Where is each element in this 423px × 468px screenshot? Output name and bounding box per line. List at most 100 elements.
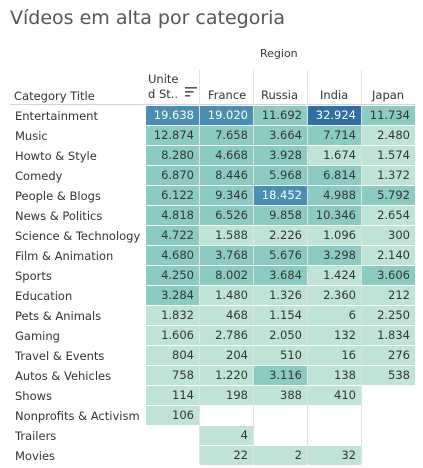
heatmap-cell-japan[interactable]: 2.480: [362, 126, 415, 145]
heatmap-cell-france[interactable]: 1.220: [200, 366, 253, 385]
heatmap-cell-france[interactable]: 6.526: [200, 206, 253, 225]
heatmap-cell-russia[interactable]: 388: [254, 386, 307, 405]
col-header-russia[interactable]: Russia: [261, 88, 298, 103]
heatmap-cell-india[interactable]: 1.424: [308, 266, 361, 285]
heatmap-cell-france[interactable]: 198: [200, 386, 253, 405]
category-label[interactable]: Film & Animation: [15, 246, 113, 266]
category-label[interactable]: Trailers: [15, 426, 56, 446]
category-label[interactable]: Howto & Style: [15, 146, 97, 166]
heatmap-cell-united-states[interactable]: 12.874: [146, 126, 199, 145]
col-header-japan[interactable]: Japan: [372, 88, 404, 103]
heatmap-cell-france[interactable]: 4: [200, 426, 253, 445]
heatmap-cell-france[interactable]: 7.658: [200, 126, 253, 145]
table-row[interactable]: Travel & Events 804 204 510 16 276: [0, 346, 423, 366]
heatmap-cell-japan[interactable]: 276: [362, 346, 415, 365]
heatmap-cell-india[interactable]: 1.674: [308, 146, 361, 165]
heatmap-cell-japan[interactable]: 11.734: [362, 106, 415, 125]
category-label[interactable]: Gaming: [15, 326, 60, 346]
table-row[interactable]: Autos & Vehicles 758 1.220 3.116 138 538: [0, 366, 423, 386]
heatmap-cell-japan[interactable]: 2.654: [362, 206, 415, 225]
heatmap-cell-india[interactable]: 32: [308, 446, 361, 465]
heatmap-cell-france[interactable]: 4.668: [200, 146, 253, 165]
heatmap-cell-india[interactable]: 16: [308, 346, 361, 365]
heatmap-cell-united-states[interactable]: 4.680: [146, 246, 199, 265]
category-label[interactable]: Autos & Vehicles: [15, 366, 111, 386]
heatmap-cell-russia[interactable]: 9.858: [254, 206, 307, 225]
heatmap-cell-france[interactable]: 19.020: [200, 106, 253, 125]
table-row[interactable]: Gaming 1.606 2.786 2.050 132 1.834: [0, 326, 423, 346]
category-label[interactable]: Pets & Animals: [15, 306, 101, 326]
sort-descending-icon[interactable]: [185, 86, 197, 98]
category-label[interactable]: Comedy: [15, 166, 62, 186]
table-row[interactable]: Nonprofits & Activism 106: [0, 406, 423, 426]
heatmap-cell-japan[interactable]: 2.140: [362, 246, 415, 265]
heatmap-cell-united-states[interactable]: 114: [146, 386, 199, 405]
heatmap-cell-japan[interactable]: 1.834: [362, 326, 415, 345]
heatmap-cell-united-states[interactable]: 19.638: [146, 106, 199, 125]
table-row[interactable]: Howto & Style 8.280 4.668 3.928 1.674 1.574: [0, 146, 423, 166]
category-label[interactable]: Shows: [15, 386, 52, 406]
table-row[interactable]: Entertainment 19.638 19.020 11.692 32.924 11.…: [0, 106, 423, 126]
heatmap-cell-russia[interactable]: 5.676: [254, 246, 307, 265]
table-row[interactable]: Pets & Animals 1.832 468 1.154 6 2.250: [0, 306, 423, 326]
heatmap-cell-russia[interactable]: 2.050: [254, 326, 307, 345]
table-row[interactable]: Trailers 4: [0, 426, 423, 446]
col-header-france[interactable]: France: [208, 88, 246, 103]
heatmap-cell-russia[interactable]: 2.226: [254, 226, 307, 245]
table-row[interactable]: Music 12.874 7.658 3.664 7.714 2.480: [0, 126, 423, 146]
table-row[interactable]: Shows 114 198 388 410: [0, 386, 423, 406]
heatmap-cell-united-states[interactable]: 804: [146, 346, 199, 365]
heatmap-cell-japan[interactable]: 212: [362, 286, 415, 305]
heatmap-cell-japan[interactable]: 2.250: [362, 306, 415, 325]
heatmap-cell-russia[interactable]: 5.968: [254, 166, 307, 185]
category-label[interactable]: Entertainment: [15, 106, 98, 126]
table-row[interactable]: News & Politics 4.818 6.526 9.858 10.346 2.65…: [0, 206, 423, 226]
heatmap-cell-india[interactable]: 3.298: [308, 246, 361, 265]
heatmap-cell-united-states[interactable]: 8.280: [146, 146, 199, 165]
heatmap-cell-japan[interactable]: 300: [362, 226, 415, 245]
heatmap-cell-russia[interactable]: 3.116: [254, 366, 307, 385]
heatmap-cell-united-states[interactable]: 758: [146, 366, 199, 385]
heatmap-cell-japan[interactable]: 1.574: [362, 146, 415, 165]
heatmap-cell-france[interactable]: 3.768: [200, 246, 253, 265]
heatmap-cell-india[interactable]: 7.714: [308, 126, 361, 145]
table-row[interactable]: People & Blogs 6.122 9.346 18.452 4.988 5.792: [0, 186, 423, 206]
table-row[interactable]: Comedy 6.870 8.446 5.968 6.814 1.372: [0, 166, 423, 186]
heatmap-cell-india[interactable]: 410: [308, 386, 361, 405]
heatmap-cell-india[interactable]: 1.096: [308, 226, 361, 245]
category-label[interactable]: Education: [15, 286, 72, 306]
category-title-header[interactable]: Category Title: [14, 89, 95, 103]
heatmap-cell-united-states[interactable]: 1.832: [146, 306, 199, 325]
heatmap-cell-japan[interactable]: 538: [362, 366, 415, 385]
heatmap-cell-russia[interactable]: 510: [254, 346, 307, 365]
heatmap-cell-united-states[interactable]: 106: [146, 406, 199, 425]
heatmap-cell-france[interactable]: 468: [200, 306, 253, 325]
table-row[interactable]: Film & Animation 4.680 3.768 5.676 3.298 2.14…: [0, 246, 423, 266]
heatmap-cell-japan[interactable]: 5.792: [362, 186, 415, 205]
category-label[interactable]: News & Politics: [15, 206, 102, 226]
category-label[interactable]: Movies: [15, 446, 55, 466]
heatmap-cell-united-states[interactable]: 6.122: [146, 186, 199, 205]
heatmap-cell-russia[interactable]: 3.664: [254, 126, 307, 145]
heatmap-cell-russia[interactable]: 1.326: [254, 286, 307, 305]
table-row[interactable]: Science & Technology 4.722 1.588 2.226 1.096…: [0, 226, 423, 246]
heatmap-cell-japan[interactable]: 1.372: [362, 166, 415, 185]
heatmap-cell-india[interactable]: 32.924: [308, 106, 361, 125]
heatmap-cell-japan[interactable]: 3.606: [362, 266, 415, 285]
col-header-india[interactable]: India: [320, 88, 348, 103]
table-row[interactable]: Sports 4.250 8.002 3.684 1.424 3.606: [0, 266, 423, 286]
category-label[interactable]: Music: [15, 126, 48, 146]
heatmap-cell-russia[interactable]: 11.692: [254, 106, 307, 125]
heatmap-cell-india[interactable]: 2.360: [308, 286, 361, 305]
category-label[interactable]: People & Blogs: [15, 186, 101, 206]
heatmap-cell-united-states[interactable]: 4.250: [146, 266, 199, 285]
heatmap-cell-india[interactable]: 6.814: [308, 166, 361, 185]
heatmap-cell-india[interactable]: 138: [308, 366, 361, 385]
category-label[interactable]: Science & Technology: [15, 226, 140, 246]
table-row[interactable]: Movies 22 2 32: [0, 446, 423, 466]
heatmap-cell-india[interactable]: 10.346: [308, 206, 361, 225]
heatmap-cell-united-states[interactable]: 1.606: [146, 326, 199, 345]
heatmap-cell-france[interactable]: 204: [200, 346, 253, 365]
heatmap-cell-france[interactable]: 1.588: [200, 226, 253, 245]
heatmap-cell-india[interactable]: 132: [308, 326, 361, 345]
